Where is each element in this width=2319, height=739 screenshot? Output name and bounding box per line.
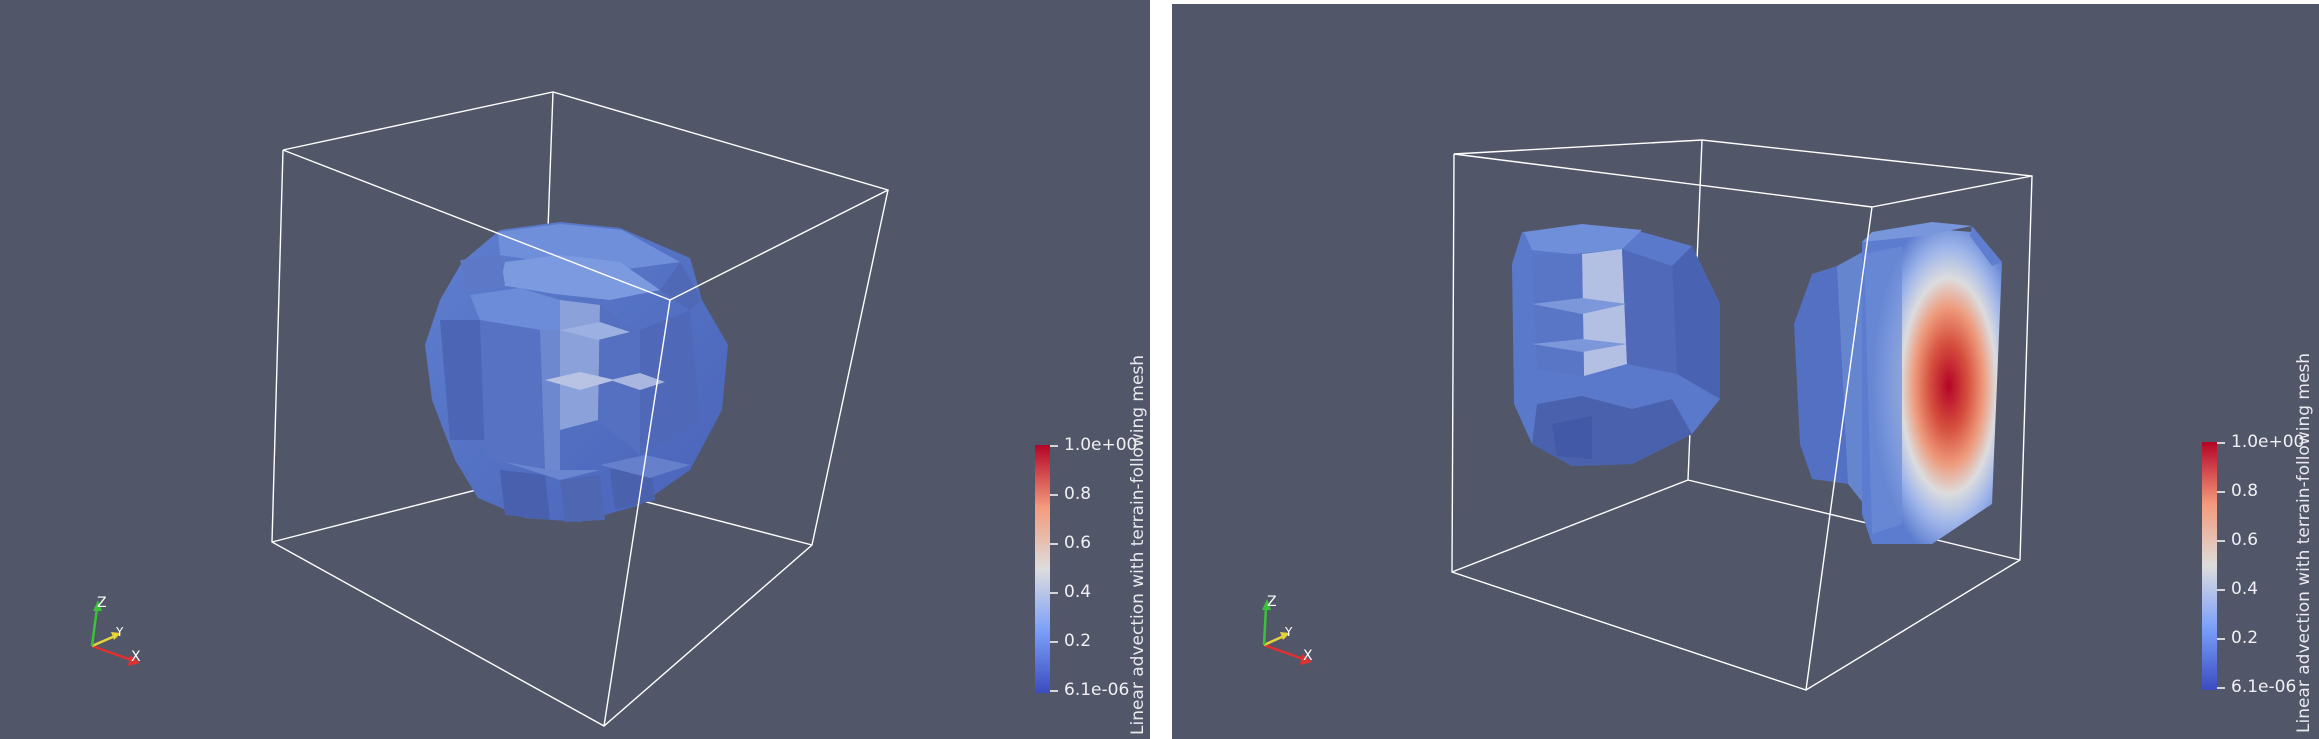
scalar-bar-tick: 0.8 [1064, 484, 1092, 504]
scalar-bar-gradient [2202, 442, 2217, 690]
axis-z-label: Z [1267, 594, 1277, 610]
scalar-bar-tick: 0.8 [2231, 481, 2259, 501]
scalar-bar-gradient [1035, 445, 1050, 693]
axis-y-label: Y [116, 625, 124, 639]
scalar-bar-title: Linear advection with terrain-following … [2294, 352, 2314, 733]
scalar-bar-tick: 6.1e-06 [1064, 680, 1130, 700]
scalar-bar-tick: 0.4 [1064, 582, 1092, 602]
axis-z-label: Z [97, 595, 107, 611]
scalar-bar-tick: 0.2 [1064, 631, 1092, 651]
scalar-bar [2202, 442, 2225, 690]
outline-box-front [1453, 153, 2033, 691]
outline-box-front [282, 149, 889, 727]
orientation-axes [90, 600, 140, 666]
scalar-bar-tick: 6.1e-06 [2231, 677, 2297, 697]
scalar-bar-tick: 0.4 [2231, 579, 2259, 599]
orientation-axes [1262, 599, 1312, 665]
voxel-blob-hot[interactable] [1794, 222, 2002, 544]
scalar-bar-title: Linear advection with terrain-following … [1128, 354, 1148, 735]
scalar-bar-tick: 0.2 [2231, 628, 2259, 648]
scene-3d-left[interactable] [0, 0, 1150, 739]
axis-x-label: X [1303, 648, 1313, 664]
scene-3d-right[interactable] [1172, 4, 2319, 739]
scalar-bar-tick: 1.0e+00 [1064, 435, 1138, 455]
render-view-left[interactable]: Z Y X 1.0e+00 0.8 0.6 0.4 0.2 6.1e-06 Li… [0, 0, 1150, 739]
scalar-bar-tick: 0.6 [1064, 533, 1092, 553]
axis-y-label: Y [1285, 625, 1293, 639]
axis-x-label: X [131, 649, 141, 665]
voxel-blob-left[interactable] [1512, 224, 1720, 466]
scalar-bar [1035, 445, 1058, 693]
scalar-bar-tick: 0.6 [2231, 530, 2259, 550]
voxel-sphere-left[interactable] [425, 222, 728, 522]
render-view-right[interactable]: Z Y X 1.0e+00 0.8 0.6 0.4 0.2 6.1e-06 Li… [1172, 4, 2319, 739]
scalar-bar-tick: 1.0e+00 [2231, 432, 2305, 452]
